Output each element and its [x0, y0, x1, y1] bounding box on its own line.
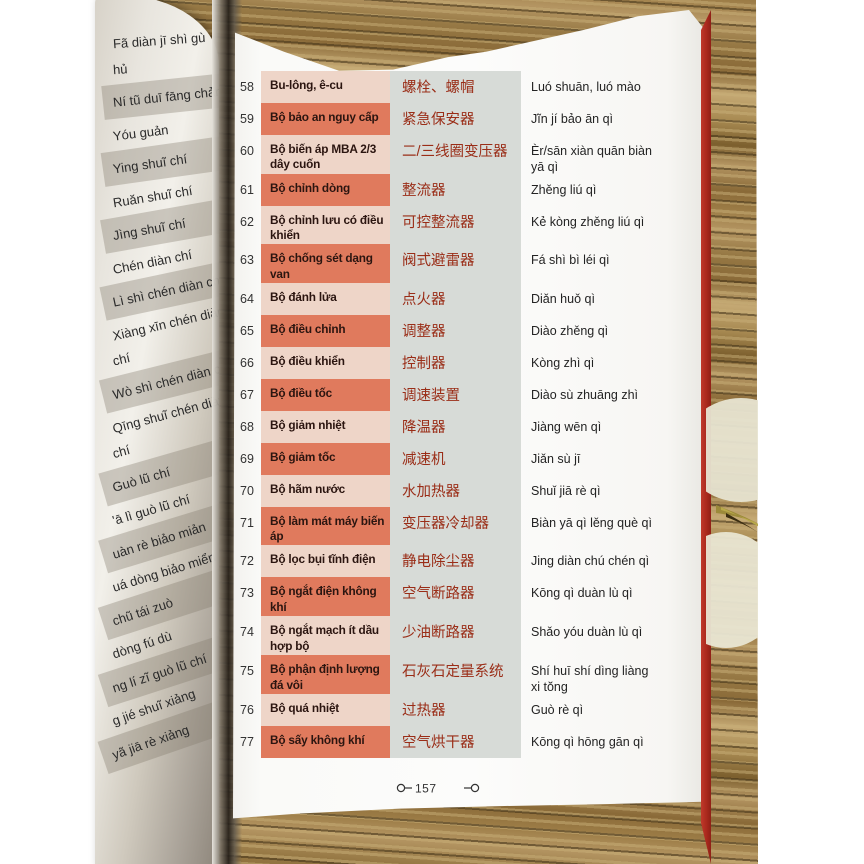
svg-text:157: 157	[415, 782, 437, 796]
